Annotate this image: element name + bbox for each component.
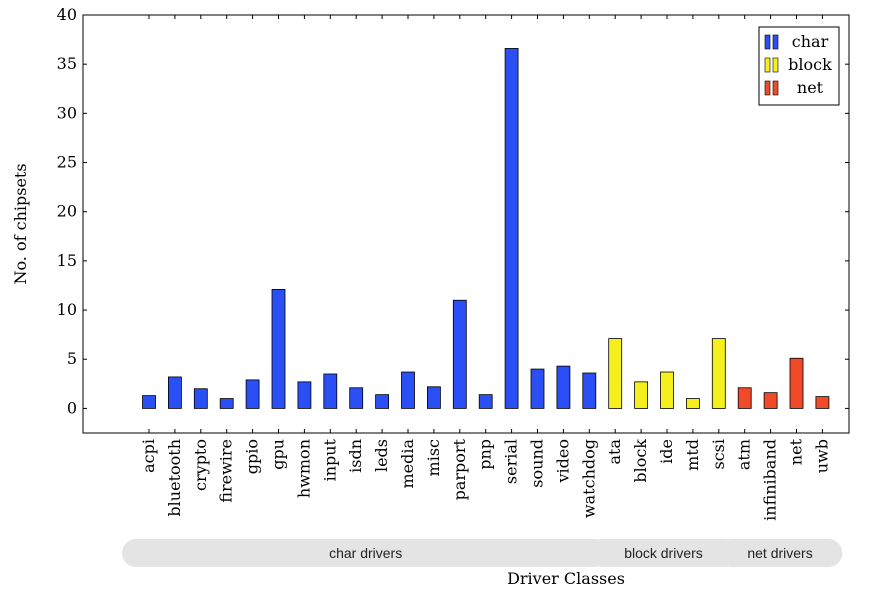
y-tick-label: 15 [57,251,77,270]
y-tick-label: 30 [57,103,77,122]
x-tick-label: gpio [243,439,262,474]
bar-block-ata [608,338,623,409]
bar-block-scsi [711,338,726,409]
x-tick-label: misc [424,439,443,477]
legend-swatch [764,80,771,96]
bar-net-net [789,357,804,409]
x-axis: acpi bluetooth crypto firewire gpio gpu hwmon i… [139,15,831,521]
bar-char-leds [375,394,390,409]
legend-swatch [772,34,779,50]
bar-char-acpi [142,395,156,409]
legend-swatch [772,57,779,73]
bar-net-uwb [815,396,830,409]
bar-char-misc [426,386,441,409]
x-tick-label: watchdog [579,439,598,518]
bar-char-isdn [349,387,364,409]
y-tick-label: 40 [57,5,77,24]
bar-char-firewire [219,398,234,409]
driver-group-bands: char drivers block drivers net drivers [122,539,843,567]
group-label: block drivers [624,545,703,561]
group-band [122,539,610,567]
group-band [717,539,843,567]
x-tick-label: video [553,439,572,484]
bar-char-serial [504,48,519,409]
bar-block-mtd [686,398,700,409]
x-tick-label: block [631,439,650,483]
x-tick-label: gpu [269,439,288,470]
x-tick-label: atm [735,439,754,470]
bar-block-ide [660,371,674,409]
bar-char-media [401,371,415,409]
plot-area [82,14,850,434]
legend-label: block [788,55,832,74]
x-tick-label: isdn [346,439,365,473]
y-tick-label: 25 [57,153,77,172]
bar-char-parport [452,299,467,409]
x-tick-label: media [398,439,417,489]
x-tick-label: infiniband [761,439,780,521]
x-tick-label: uwb [812,439,831,473]
bar-net-infiniband [763,392,778,409]
x-tick-label: net [787,438,806,465]
x-tick-label: leds [372,439,391,472]
x-tick-label: parport [450,438,469,500]
group-band [588,539,739,567]
y-tick-label: 10 [57,300,77,319]
legend: char block net [758,26,840,106]
group-label: net drivers [747,545,812,561]
y-tick-label: 20 [57,202,77,221]
x-axis-label: Driver Classes [507,569,625,588]
legend-swatch [764,34,771,50]
x-tick-label: ata [605,439,624,465]
x-tick-label: sound [528,439,547,488]
legend-swatch [772,80,779,96]
bar-char-video [556,365,571,409]
x-tick-label: firewire [217,439,236,503]
legend-label: char [792,32,829,51]
legend-box [758,26,840,106]
bars [142,48,830,409]
bar-char-gpu [271,289,286,409]
y-axis-label: No. of chipsets [11,163,30,284]
bar-char-sound [530,368,545,409]
bar-char-bluetooth [167,376,182,409]
y-axis: 0 5 10 15 20 25 30 35 40 [57,5,849,417]
x-tick-label: scsi [709,439,728,470]
x-tick-label: hwmon [294,439,313,498]
legend-label: net [797,78,824,97]
y-tick-label: 0 [67,398,77,417]
bar-char-gpio [245,379,260,409]
x-tick-label: crypto [191,439,210,491]
bar-char-pnp [478,394,493,409]
x-tick-label: pnp [476,439,495,470]
bar-char-input [323,373,338,409]
bar-char-hwmon [297,381,312,409]
legend-swatch [764,57,771,73]
x-tick-label: serial [502,439,521,484]
bar-char-crypto [193,388,208,409]
x-tick-label: ide [657,439,676,464]
x-tick-label: bluetooth [165,439,184,517]
group-label: char drivers [329,545,402,561]
x-tick-label: mtd [683,439,702,471]
bar-char-watchdog [582,372,597,409]
y-tick-label: 35 [57,54,77,73]
y-tick-label: 5 [67,349,77,368]
bar-net-atm [737,387,752,409]
x-tick-label: acpi [139,439,158,473]
bar-block-block [634,381,648,409]
x-tick-label: input [320,438,339,481]
